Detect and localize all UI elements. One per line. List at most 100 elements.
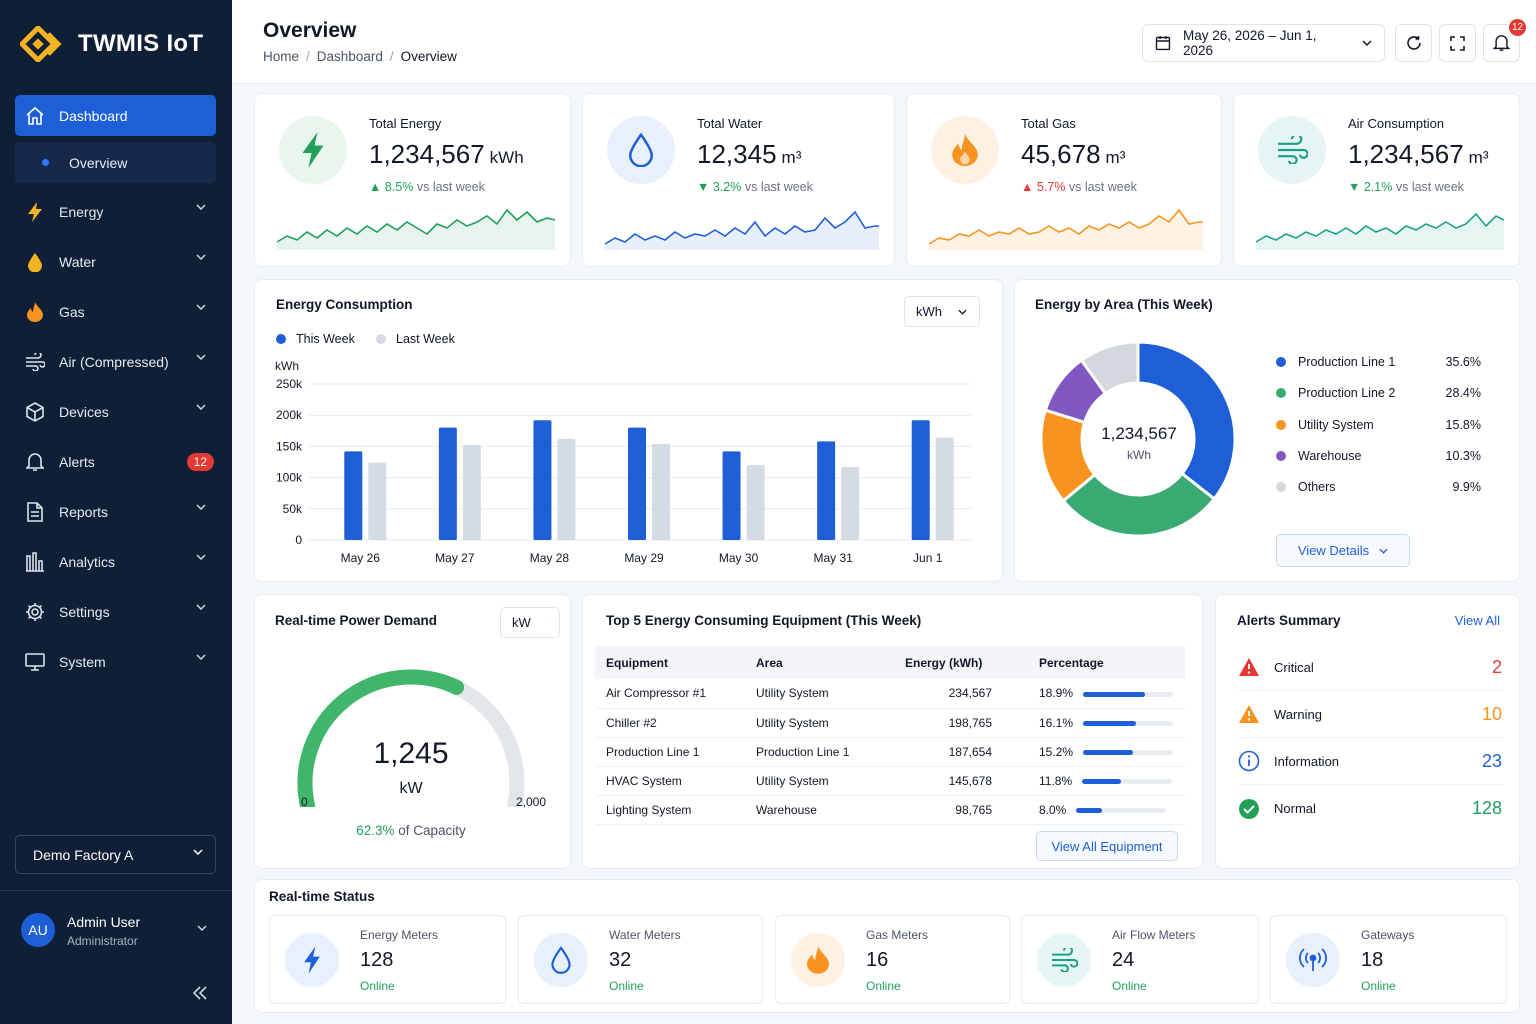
tile-label: Air Flow Meters xyxy=(1112,928,1196,942)
sidebar-item-reports[interactable]: Reports xyxy=(15,487,216,537)
sidebar-item-energy[interactable]: Energy xyxy=(15,187,216,237)
alert-row-normal[interactable]: Normal 128 xyxy=(1238,785,1502,832)
collapse-sidebar-icon[interactable] xyxy=(192,986,208,1000)
bar-this-week xyxy=(911,420,930,540)
kpi-value: 1,234,567 m³ xyxy=(1348,139,1489,169)
flame-icon xyxy=(791,933,845,987)
energy-unit-select[interactable]: kWh xyxy=(904,296,980,327)
expand-icon xyxy=(1450,35,1465,51)
area-legend-item[interactable]: Others 9.9% xyxy=(1276,480,1481,494)
legend-last-week[interactable]: Last Week xyxy=(376,332,455,346)
table-cell: 187,654 xyxy=(894,737,1028,767)
table-row[interactable]: Lighting System Warehouse 98,765 8.0% xyxy=(595,795,1185,825)
area-legend-item[interactable]: Production Line 1 35.6% xyxy=(1276,355,1481,369)
factory-select[interactable]: Demo Factory A xyxy=(15,835,216,874)
alert-row-warning[interactable]: Warning 10 xyxy=(1238,691,1502,738)
breadcrumb-dashboard[interactable]: Dashboard xyxy=(316,49,383,64)
table-row[interactable]: Chiller #2 Utility System 198,765 16.1% xyxy=(595,708,1185,738)
column-header[interactable]: Energy (kWh) xyxy=(894,646,1028,679)
bar-this-week xyxy=(438,427,457,540)
alerts-count-badge: 12 xyxy=(186,453,214,471)
refresh-button[interactable] xyxy=(1395,24,1432,62)
tile-status: Online xyxy=(360,979,395,993)
sidebar-item-devices[interactable]: Devices xyxy=(15,387,216,437)
column-header[interactable]: Area xyxy=(745,646,894,679)
sidebar-item-alerts[interactable]: Alerts 12 xyxy=(15,437,216,487)
kpi-value: 12,345 m³ xyxy=(697,139,802,169)
capacity-text: 62.3% of Capacity xyxy=(356,823,466,838)
logo-icon xyxy=(20,26,62,62)
status-tile-gas-meters[interactable]: Gas Meters 16 Online xyxy=(775,915,1010,1004)
wind-icon xyxy=(25,352,45,372)
view-all-equipment-button[interactable]: View All Equipment xyxy=(1036,831,1178,861)
table-cell: 11.8% xyxy=(1028,766,1185,796)
date-range-picker[interactable]: May 26, 2026 – Jun 1, 2026 xyxy=(1142,24,1385,62)
legend-percentage: 9.9% xyxy=(1452,480,1482,495)
sidebar-item-settings[interactable]: Settings xyxy=(15,587,216,637)
legend-this-week[interactable]: This Week xyxy=(276,332,355,346)
refresh-icon xyxy=(1406,36,1421,50)
energy-sparkline xyxy=(277,208,555,250)
status-tile-gateways[interactable]: Gateways 18 Online xyxy=(1270,915,1507,1004)
sidebar-item-air[interactable]: Air (Compressed) xyxy=(15,337,216,387)
table-cell: 16.1% xyxy=(1028,708,1185,738)
percentage-bar xyxy=(1082,778,1173,784)
y-tick-label: 150k xyxy=(276,439,303,453)
alert-row-critical[interactable]: Critical 2 xyxy=(1238,644,1502,691)
legend-percentage: 15.8% xyxy=(1445,417,1481,432)
donut-center-unit: kWh xyxy=(1127,448,1151,462)
card-title: Real-time Status xyxy=(269,889,375,904)
column-header[interactable]: Percentage xyxy=(1028,646,1185,679)
chevron-down-icon xyxy=(196,404,206,410)
table-cell: Utility System xyxy=(745,708,894,738)
table-row[interactable]: HVAC System Utility System 145,678 11.8% xyxy=(595,766,1185,796)
chevron-down-icon xyxy=(546,622,548,623)
fullscreen-button[interactable] xyxy=(1439,24,1476,62)
brand-logo[interactable]: TWMIS IoT xyxy=(20,24,203,64)
column-header[interactable]: Equipment xyxy=(595,646,745,679)
sidebar-item-water[interactable]: Water xyxy=(15,237,216,287)
alert-count: 2 xyxy=(1491,656,1502,677)
cube-icon xyxy=(25,402,45,422)
status-tile-water-meters[interactable]: Water Meters 32 Online xyxy=(518,915,763,1004)
alert-count: 10 xyxy=(1481,703,1502,724)
x-tick-label: Jun 1 xyxy=(913,551,943,565)
bell-icon xyxy=(1493,35,1510,51)
table-row[interactable]: Production Line 1 Production Line 1 187,65… xyxy=(595,737,1185,767)
table-row[interactable]: Air Compressor #1 Utility System 234,567 18… xyxy=(595,679,1185,709)
card-title: Energy Consumption xyxy=(276,297,413,312)
area-legend-item[interactable]: Utility System 15.8% xyxy=(1276,418,1481,432)
x-tick-label: May 28 xyxy=(530,551,570,565)
kpi-change: ▼ 3.2% vs last week xyxy=(697,180,813,194)
x-tick-label: May 30 xyxy=(719,551,759,565)
sidebar-item-dashboard[interactable]: Dashboard xyxy=(15,95,216,136)
kpi-value: 1,234,567 kWh xyxy=(369,139,524,169)
table-cell: Warehouse xyxy=(745,795,894,825)
view-details-button[interactable]: View Details xyxy=(1276,534,1410,567)
sidebar-item-gas[interactable]: Gas xyxy=(15,287,216,337)
breadcrumb-home[interactable]: Home xyxy=(263,49,300,64)
avatar: AU xyxy=(21,913,55,947)
status-tile-air-flow-meters[interactable]: Air Flow Meters 24 Online xyxy=(1021,915,1259,1004)
sidebar-item-system[interactable]: System xyxy=(15,637,216,687)
sidebar-item-analytics[interactable]: Analytics xyxy=(15,537,216,587)
table-cell: Production Line 1 xyxy=(745,737,894,767)
bar-last-week xyxy=(368,462,387,540)
percentage-bar xyxy=(1083,720,1174,726)
notifications-button[interactable]: 12 xyxy=(1483,19,1526,62)
kpi-label: Total Energy xyxy=(369,116,442,131)
bar-last-week xyxy=(462,445,481,540)
bar-chart-icon xyxy=(25,552,45,572)
area-legend-item[interactable]: Warehouse 10.3% xyxy=(1276,449,1481,463)
user-menu[interactable]: AU Admin User Administrator xyxy=(0,890,232,960)
alert-row-information[interactable]: Information 23 xyxy=(1238,738,1502,785)
sidebar-item-overview[interactable]: Overview xyxy=(15,142,216,183)
kpi-value: 45,678 m³ xyxy=(1021,139,1126,169)
alert-count: 23 xyxy=(1481,750,1502,771)
bar-this-week xyxy=(344,451,363,540)
power-unit-select[interactable]: kW xyxy=(500,607,560,638)
view-all-alerts-link[interactable]: View All xyxy=(1454,613,1500,628)
energy-bar-chart: kWh 0 50k 100k 150k 200k 250k May 26 May 27 May 2… xyxy=(275,359,971,565)
area-legend-item[interactable]: Production Line 2 28.4% xyxy=(1276,386,1481,400)
status-tile-energy-meters[interactable]: Energy Meters 128 Online xyxy=(269,915,506,1004)
